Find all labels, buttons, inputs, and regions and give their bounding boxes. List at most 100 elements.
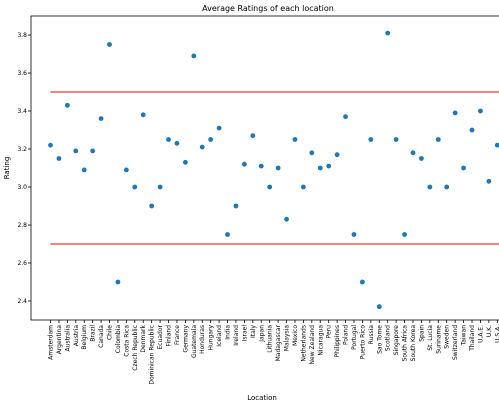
x-tick-label: Thailand <box>469 325 476 352</box>
data-point <box>334 152 340 158</box>
data-point <box>73 148 79 154</box>
data-point <box>140 112 146 118</box>
x-tick-label: Czech Republic <box>132 325 139 371</box>
data-point <box>385 30 391 36</box>
data-point <box>351 232 357 237</box>
data-point <box>317 165 323 171</box>
data-point <box>149 203 155 209</box>
x-tick-label: Chile <box>107 325 114 340</box>
data-point <box>123 167 129 173</box>
data-point <box>208 137 214 142</box>
data-point <box>435 137 441 142</box>
reference-lines <box>50 91 499 245</box>
y-tick-label: 2.8 <box>17 222 27 229</box>
x-tick-label: U.S.A. <box>494 325 499 343</box>
chart-title: Average Ratings of each location <box>202 4 334 13</box>
data-point <box>326 163 332 169</box>
x-tick-label: Poland <box>343 325 350 345</box>
x-tick-label: Iceland <box>216 325 223 347</box>
x-tick-label: Austria <box>73 325 80 347</box>
x-tick-label: Lithuania <box>267 325 274 353</box>
y-tick-label: 3.0 <box>17 184 27 191</box>
x-tick-label: Italy <box>250 325 257 338</box>
data-point <box>233 203 239 209</box>
y-tick-label: 3.6 <box>17 70 27 77</box>
data-point <box>461 165 466 171</box>
data-point <box>90 148 96 154</box>
plot-area <box>30 15 499 321</box>
x-tick-label: Costa Rica <box>123 325 130 357</box>
x-tick-label: Amsterdam <box>48 325 55 360</box>
data-point <box>258 163 264 169</box>
x-tick-label: Hungary <box>208 325 215 351</box>
x-tick-label: Sweden <box>444 325 451 349</box>
x-axis: Amsterdam Argentina Australia Austria Belgiu… <box>48 320 499 385</box>
x-tick-label: Russia <box>368 325 375 345</box>
x-tick-label: Australia <box>64 325 71 352</box>
data-point <box>410 150 416 156</box>
x-tick-label: Puerto Rico <box>359 325 366 360</box>
data-point <box>427 184 433 190</box>
x-tick-label: Argentina <box>56 325 63 355</box>
x-tick-label: Philippines <box>334 325 341 357</box>
x-tick-label: South Africa <box>402 325 409 362</box>
data-point <box>241 161 247 167</box>
data-point <box>115 279 121 285</box>
data-point <box>292 137 298 142</box>
data-point <box>393 137 399 142</box>
data-point <box>343 114 348 120</box>
y-tick-label: 3.2 <box>17 146 27 153</box>
x-tick-label: Dominican Republic <box>149 325 156 385</box>
data-point <box>452 110 458 116</box>
x-tick-label: Sao Tome <box>376 325 383 354</box>
x-tick-label: Japan <box>258 325 265 343</box>
data-point <box>360 279 365 285</box>
y-tick-label: 3.8 <box>17 32 27 39</box>
x-tick-label: Colombia <box>115 325 122 354</box>
data-point <box>309 150 315 156</box>
x-tick-label: Netherlands <box>300 325 307 362</box>
x-tick-label: Honduras <box>199 325 206 354</box>
data-point <box>250 133 256 139</box>
x-tick-label: Ireland <box>233 325 240 346</box>
data-point <box>98 116 104 121</box>
data-point <box>56 156 62 161</box>
data-point <box>199 144 205 150</box>
x-tick-label: St. Lucia <box>427 325 434 351</box>
x-tick-label: Switzerland <box>452 325 459 360</box>
data-point <box>478 108 483 114</box>
x-tick-label: Suriname <box>435 325 442 354</box>
x-tick-label: Guatemala <box>191 325 198 358</box>
data-point <box>81 167 87 173</box>
x-tick-label: Nicaragua <box>317 325 324 356</box>
y-axis: 2.4 2.6 2.8 3.0 3.2 3.4 3.6 3.8 <box>17 32 31 305</box>
y-tick-label: 3.4 <box>17 108 27 115</box>
data-point <box>157 184 163 190</box>
data-point <box>469 127 475 133</box>
x-tick-label: Portugal <box>351 325 358 350</box>
data-point <box>166 137 171 142</box>
data-point <box>216 125 222 131</box>
data-point <box>191 53 197 59</box>
x-tick-label: Israel <box>241 325 248 342</box>
x-tick-label: U.K. <box>486 325 493 337</box>
x-tick-label: U.A.E. <box>477 325 484 343</box>
data-point <box>284 216 289 222</box>
data-point <box>444 184 450 190</box>
x-tick-label: Finland <box>166 325 173 347</box>
data-point <box>48 142 53 148</box>
y-tick-label: 2.4 <box>17 298 27 305</box>
x-tick-label: Scotland <box>385 325 392 351</box>
x-tick-label: South Korea <box>410 325 417 362</box>
data-point <box>225 232 230 237</box>
data-point <box>64 102 70 108</box>
data-point <box>419 156 424 161</box>
x-tick-label: Malaysia <box>284 325 291 352</box>
x-tick-label: New Zealand <box>309 325 316 365</box>
data-point <box>174 140 180 146</box>
x-axis-label: Location <box>247 394 277 402</box>
x-tick-label: India <box>225 325 232 340</box>
data-point <box>402 232 407 237</box>
data-point <box>275 165 281 171</box>
